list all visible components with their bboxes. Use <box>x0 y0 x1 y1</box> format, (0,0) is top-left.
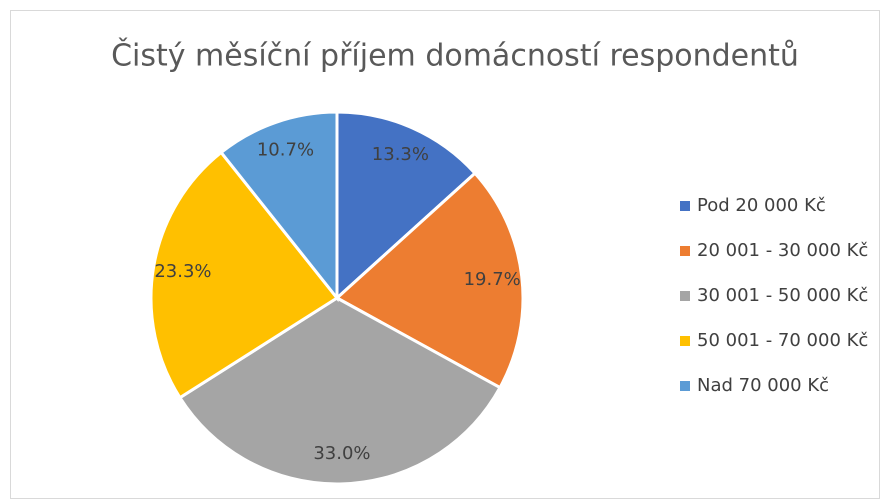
chart-title: Čistý měsíční příjem domácností responde… <box>111 37 799 74</box>
legend-marker <box>680 201 690 211</box>
data-label: 19.7% <box>464 269 521 290</box>
data-label: 23.3% <box>154 261 211 282</box>
legend-label: 50 001 - 70 000 Kč <box>697 330 868 351</box>
legend-marker <box>680 381 690 391</box>
pie-slice <box>149 150 340 400</box>
data-label: 13.3% <box>372 144 429 165</box>
pie-slice <box>219 110 339 303</box>
legend-marker <box>680 246 690 256</box>
legend-label: 20 001 - 30 000 Kč <box>697 240 868 261</box>
pie-slice <box>334 171 525 390</box>
data-label: 10.7% <box>257 140 314 161</box>
legend-marker <box>680 291 690 301</box>
pie-slice <box>177 296 503 486</box>
legend-label: Nad 70 000 Kč <box>697 375 829 396</box>
pie-slice <box>335 110 478 302</box>
legend-marker <box>680 336 690 346</box>
data-label: 33.0% <box>313 443 370 464</box>
legend-label: 30 001 - 50 000 Kč <box>697 285 868 306</box>
legend-label: Pod 20 000 Kč <box>697 195 826 216</box>
